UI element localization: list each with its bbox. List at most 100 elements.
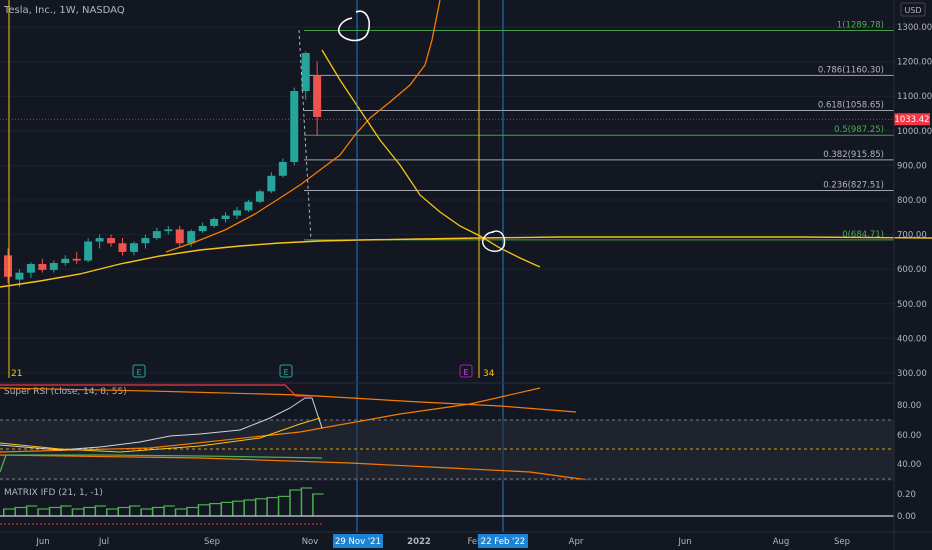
rsi-white-line: [0, 397, 323, 451]
ifd-bar: [277, 496, 280, 516]
rsi-orange-decline: [0, 387, 577, 413]
ifd-bar: [83, 507, 85, 516]
last-price-tag: [894, 113, 930, 126]
candle-body: [255, 191, 264, 202]
earnings-badge-3[interactable]: [459, 364, 473, 378]
hand-drawn-circle-top: [337, 10, 371, 42]
candle-body: [107, 238, 116, 244]
fib-level-label: 0(684.71): [842, 230, 884, 240]
time-cursor-nov-label: 29 Nov '21: [335, 537, 381, 547]
earnings-badge-3-label: E: [463, 368, 468, 377]
fib-level-label: 0.236(827.51): [823, 180, 884, 190]
ifd-tick-label: 0.20: [897, 490, 916, 500]
earnings-badge-1[interactable]: [132, 364, 146, 378]
candle-body: [61, 258, 70, 263]
time-cursor-feb-label: 22 Feb '22: [481, 537, 525, 547]
candle-body: [267, 175, 276, 192]
symbol-title: Tesla, Inc., 1W, NASDAQ: [3, 5, 125, 16]
candle-body: [118, 243, 127, 252]
ifd-bar: [197, 504, 200, 516]
time-cursor-feb-tag: [478, 534, 528, 548]
currency-badge[interactable]: [900, 2, 926, 17]
ifd-axis[interactable]: 0.20 0.00: [897, 490, 916, 522]
ifd-bar: [220, 502, 223, 516]
rsi-tick-label: 80.00: [897, 401, 921, 411]
price-tick-label: 1100.00: [897, 92, 932, 102]
candle-body: [164, 229, 173, 232]
ifd-bar: [266, 497, 268, 516]
candle-body: [175, 229, 184, 244]
ifd-bar: [209, 503, 211, 516]
rsi-title: Super RSI (close, 14, 8, 55): [4, 387, 127, 397]
candle-body: [301, 52, 310, 92]
ifd-bar: [174, 509, 177, 516]
rsi-green-line: [0, 454, 323, 473]
ifd-bar: [289, 490, 291, 516]
ifd-bar: [117, 507, 119, 516]
earnings-badge-2[interactable]: [279, 364, 293, 378]
ifd-bar: [254, 498, 257, 516]
ifd-bar: [60, 506, 62, 516]
ifd-bar: [14, 507, 16, 516]
ifd-tick-label: 0.00: [897, 512, 916, 522]
rsi-tick-label: 60.00: [897, 431, 921, 441]
ifd-bar: [140, 509, 142, 516]
candle-body: [210, 219, 219, 226]
candle-body: [152, 231, 161, 239]
candle-body: [26, 264, 35, 273]
ma-long-line: [0, 236, 932, 288]
currency-label: USD: [904, 6, 921, 15]
rsi-yellow-line: [0, 417, 321, 453]
ifd-bar: [71, 509, 74, 516]
hand-drawn-circle-cross: [482, 230, 506, 252]
candle-body: [4, 255, 12, 277]
time-tick-label: Jul: [98, 537, 109, 547]
candle-body: [221, 215, 230, 220]
rsi-tick-label: 40.00: [897, 460, 921, 470]
ifd-bar: [163, 506, 165, 516]
fib-level-label: 0.786(1160.30): [818, 65, 884, 75]
fib-anchor-line: [298, 29, 312, 241]
fibonacci-retracement[interactable]: 1(1289.78) 0.786(1160.30) 0.618(1058.65) 0.…: [304, 21, 894, 241]
time-cursor-nov-tag: [333, 534, 383, 548]
price-tick-label: 300.00: [897, 369, 927, 379]
ma-short-line: [165, 0, 441, 253]
earnings-badge-1-label: E: [136, 368, 141, 377]
price-tick-label: 800.00: [897, 196, 927, 206]
candle-body: [198, 225, 207, 232]
candle-body: [84, 241, 93, 261]
ifd-bar: [243, 500, 245, 516]
ifd-bar: [300, 488, 303, 516]
price-axis[interactable]: 1300.00 1200.00 1100.00 1000.00 900.00 800.00…: [897, 23, 932, 379]
candle-body: [278, 161, 287, 176]
time-tick-label: Apr: [569, 537, 584, 547]
price-tick-label: 1200.00: [897, 58, 932, 68]
price-tick-label: 900.00: [897, 161, 927, 171]
time-tick-label: 2022: [407, 537, 431, 547]
candle-body: [244, 201, 253, 211]
last-price-value: 1033.42: [894, 115, 929, 125]
fib-level-label: 0.618(1058.65): [818, 101, 884, 111]
rsi-orange-rise: [0, 387, 541, 453]
fib-level-label: 0.5(987.25): [834, 125, 884, 135]
ifd-bar: [151, 507, 154, 516]
candle-body: [49, 262, 58, 270]
candle-body: [129, 243, 138, 252]
price-tick-label: 1000.00: [897, 127, 932, 137]
price-tick-label: 500.00: [897, 300, 927, 310]
time-tick-label: Aug: [773, 537, 790, 547]
candle-body: [290, 91, 299, 162]
fib-level-label: 0.382(915.85): [823, 150, 884, 160]
rsi-orange-lower: [0, 454, 589, 481]
time-axis[interactable]: Jun Jul Sep Nov 2022 Feb Apr Jun Aug Sep: [35, 537, 850, 547]
ifd-bar: [106, 509, 108, 516]
fib-level-label: 1(1289.78): [837, 21, 884, 31]
candle-body: [95, 238, 104, 242]
ifd-bar: [37, 509, 39, 516]
time-tick-label: Sep: [204, 537, 220, 547]
candle-body: [313, 75, 322, 117]
cycle-number-right: 34: [483, 369, 495, 379]
rsi-axis[interactable]: 80.00 60.00 40.00: [897, 401, 921, 470]
ifd-bar: [94, 506, 97, 516]
